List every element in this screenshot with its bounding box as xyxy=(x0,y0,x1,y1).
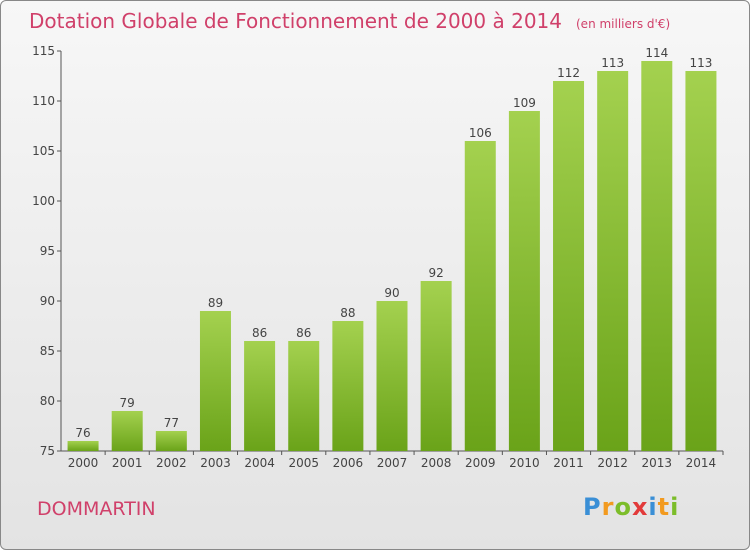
data-label: 113 xyxy=(601,56,624,70)
bar xyxy=(464,141,496,451)
bar xyxy=(111,411,143,451)
x-tick-label: 2001 xyxy=(112,456,143,470)
y-tick-label: 100 xyxy=(32,194,55,208)
data-label: 106 xyxy=(469,126,492,140)
unit-note: (en milliers d'€) xyxy=(576,17,671,31)
y-tick-label: 110 xyxy=(32,94,55,108)
bar xyxy=(155,431,187,451)
data-label: 112 xyxy=(557,66,580,80)
bar xyxy=(332,321,364,451)
title-text: Dotation Globale de Fonctionnement de 20… xyxy=(29,9,562,33)
x-tick-label: 2011 xyxy=(553,456,584,470)
bar xyxy=(508,111,540,451)
x-tick-label: 2010 xyxy=(509,456,540,470)
y-tick-label: 90 xyxy=(40,294,55,308)
bar xyxy=(199,311,231,451)
y-tick-label: 80 xyxy=(40,394,55,408)
y-tick-label: 115 xyxy=(32,44,55,58)
bar xyxy=(376,301,408,451)
x-tick-label: 2005 xyxy=(288,456,319,470)
chart-title: Dotation Globale de Fonctionnement de 20… xyxy=(29,9,670,33)
x-tick-label: 2006 xyxy=(333,456,364,470)
bar xyxy=(420,281,452,451)
data-label: 89 xyxy=(208,296,223,310)
bar xyxy=(244,341,276,451)
x-tick-label: 2004 xyxy=(244,456,275,470)
data-label: 109 xyxy=(513,96,536,110)
y-tick-label: 105 xyxy=(32,144,55,158)
data-label: 88 xyxy=(340,306,355,320)
proxiti-logo: Proxiti xyxy=(583,493,680,521)
data-label: 76 xyxy=(75,426,90,440)
commune-name: DOMMARTIN xyxy=(37,498,156,520)
bar xyxy=(67,441,99,451)
x-tick-label: 2007 xyxy=(377,456,408,470)
y-tick-label: 95 xyxy=(40,244,55,258)
data-label: 90 xyxy=(384,286,399,300)
x-tick-label: 2003 xyxy=(200,456,231,470)
data-label: 92 xyxy=(428,266,443,280)
bars-group xyxy=(67,61,717,451)
bar xyxy=(685,71,717,451)
data-label: 86 xyxy=(252,326,267,340)
bar xyxy=(288,341,320,451)
data-label: 114 xyxy=(645,46,668,60)
x-tick-label: 2000 xyxy=(68,456,99,470)
x-tick-label: 2014 xyxy=(686,456,717,470)
x-tick-label: 2013 xyxy=(642,456,673,470)
x-tick-label: 2002 xyxy=(156,456,187,470)
x-tick-label: 2009 xyxy=(465,456,496,470)
data-label: 113 xyxy=(689,56,712,70)
data-label: 79 xyxy=(120,396,135,410)
x-tick-label: 2008 xyxy=(421,456,452,470)
y-tick-label: 75 xyxy=(40,444,55,458)
bar xyxy=(641,61,673,451)
bar xyxy=(553,81,585,451)
y-tick-label: 85 xyxy=(40,344,55,358)
data-labels-group: 76 79 77 89 86 86 88 90 92 106 109 112 113 114 113 xyxy=(75,46,712,440)
x-tick-label: 2012 xyxy=(597,456,628,470)
axes: 75 80 85 90 95 100 105 110 115 2000 2001 2002 2003 20… xyxy=(32,44,724,470)
bar xyxy=(597,71,629,451)
data-label: 77 xyxy=(164,416,179,430)
data-label: 86 xyxy=(296,326,311,340)
